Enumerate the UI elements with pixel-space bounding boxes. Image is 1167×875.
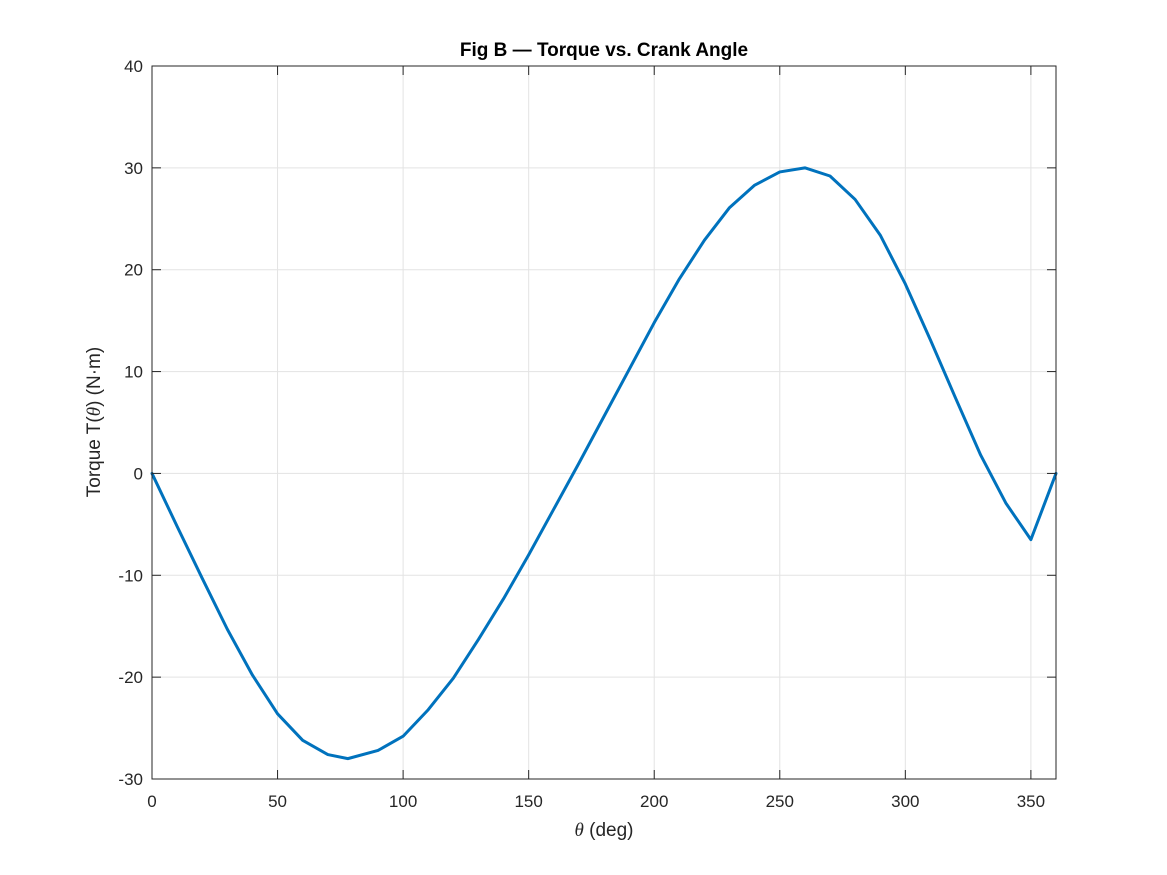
y-axis-label-suffix: ) (N·m) bbox=[84, 347, 105, 407]
y-tick-label-2: -10 bbox=[118, 566, 143, 585]
chart-title: Fig B — Torque vs. Crank Angle bbox=[460, 40, 748, 61]
y-tick-label-6: 30 bbox=[124, 159, 143, 178]
axes-frame bbox=[151, 65, 1057, 780]
x-axis-label: θ (deg) bbox=[575, 820, 634, 841]
x-tick-label-2: 100 bbox=[389, 792, 417, 811]
y-tick-label-0: -30 bbox=[118, 770, 143, 789]
x-axis-label-text: (deg) bbox=[584, 820, 634, 841]
plot-area-background bbox=[152, 66, 1056, 779]
y-axis-label-prefix: Torque T( bbox=[84, 416, 105, 498]
y-axis-label-symbol: θ bbox=[84, 407, 105, 416]
y-tick-label-1: -20 bbox=[118, 668, 143, 687]
y-tick-label-5: 20 bbox=[124, 261, 143, 280]
plot-frame bbox=[151, 65, 1057, 780]
y-axis-label: Torque T(θ) (N·m) bbox=[84, 347, 105, 497]
series-layer bbox=[150, 166, 1058, 761]
tick-marks bbox=[151, 65, 1056, 780]
x-tick-label-7: 350 bbox=[1017, 792, 1045, 811]
y-tick-label-7: 40 bbox=[124, 57, 143, 76]
x-tick-labels: 0 50 100 150 200 250 300 350 bbox=[147, 792, 1045, 811]
y-tick-label-4: 10 bbox=[124, 363, 143, 382]
y-tick-labels: -30 -20 -10 0 10 20 30 40 bbox=[118, 57, 143, 789]
series-line-torque bbox=[150, 166, 1058, 761]
x-tick-label-3: 150 bbox=[514, 792, 542, 811]
x-tick-label-0: 0 bbox=[147, 792, 156, 811]
x-tick-label-1: 50 bbox=[268, 792, 287, 811]
x-tick-label-6: 300 bbox=[891, 792, 919, 811]
x-axis-label-symbol: θ bbox=[575, 820, 584, 841]
x-tick-label-4: 200 bbox=[640, 792, 668, 811]
y-tick-label-3: 0 bbox=[134, 464, 143, 483]
x-tick-label-5: 250 bbox=[766, 792, 794, 811]
